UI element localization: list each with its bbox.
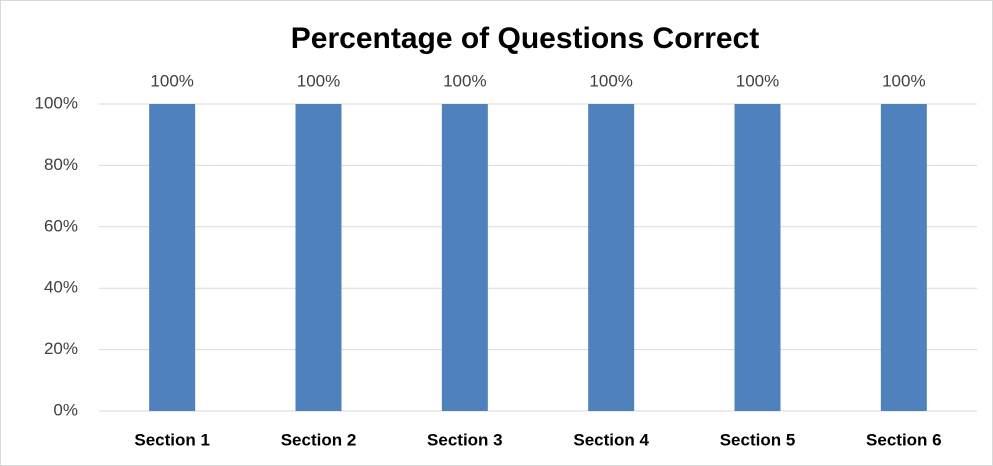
bar (734, 104, 781, 411)
chart-title: Percentage of Questions Correct (291, 22, 759, 55)
bar (588, 104, 635, 411)
x-tick-label: Section 5 (720, 430, 796, 449)
y-tick-label: 20% (44, 339, 78, 358)
x-tick-label: Section 4 (573, 430, 649, 449)
bar (880, 104, 927, 411)
data-label: 100% (589, 71, 632, 90)
bar (441, 104, 488, 411)
data-label: 100% (736, 71, 779, 90)
y-tick-label: 100% (35, 93, 78, 112)
y-tick-label: 0% (53, 400, 78, 419)
x-tick-label: Section 3 (427, 430, 503, 449)
x-tick-label: Section 2 (281, 430, 357, 449)
x-tick-label: Section 6 (866, 430, 942, 449)
bar (295, 104, 342, 411)
y-tick-label: 60% (44, 216, 78, 235)
bar (149, 104, 196, 411)
data-label: 100% (443, 71, 486, 90)
data-label: 100% (150, 71, 193, 90)
y-tick-label: 40% (44, 278, 78, 297)
x-tick-label: Section 1 (134, 430, 210, 449)
data-label: 100% (882, 71, 925, 90)
data-label: 100% (297, 71, 340, 90)
y-tick-label: 80% (44, 155, 78, 174)
